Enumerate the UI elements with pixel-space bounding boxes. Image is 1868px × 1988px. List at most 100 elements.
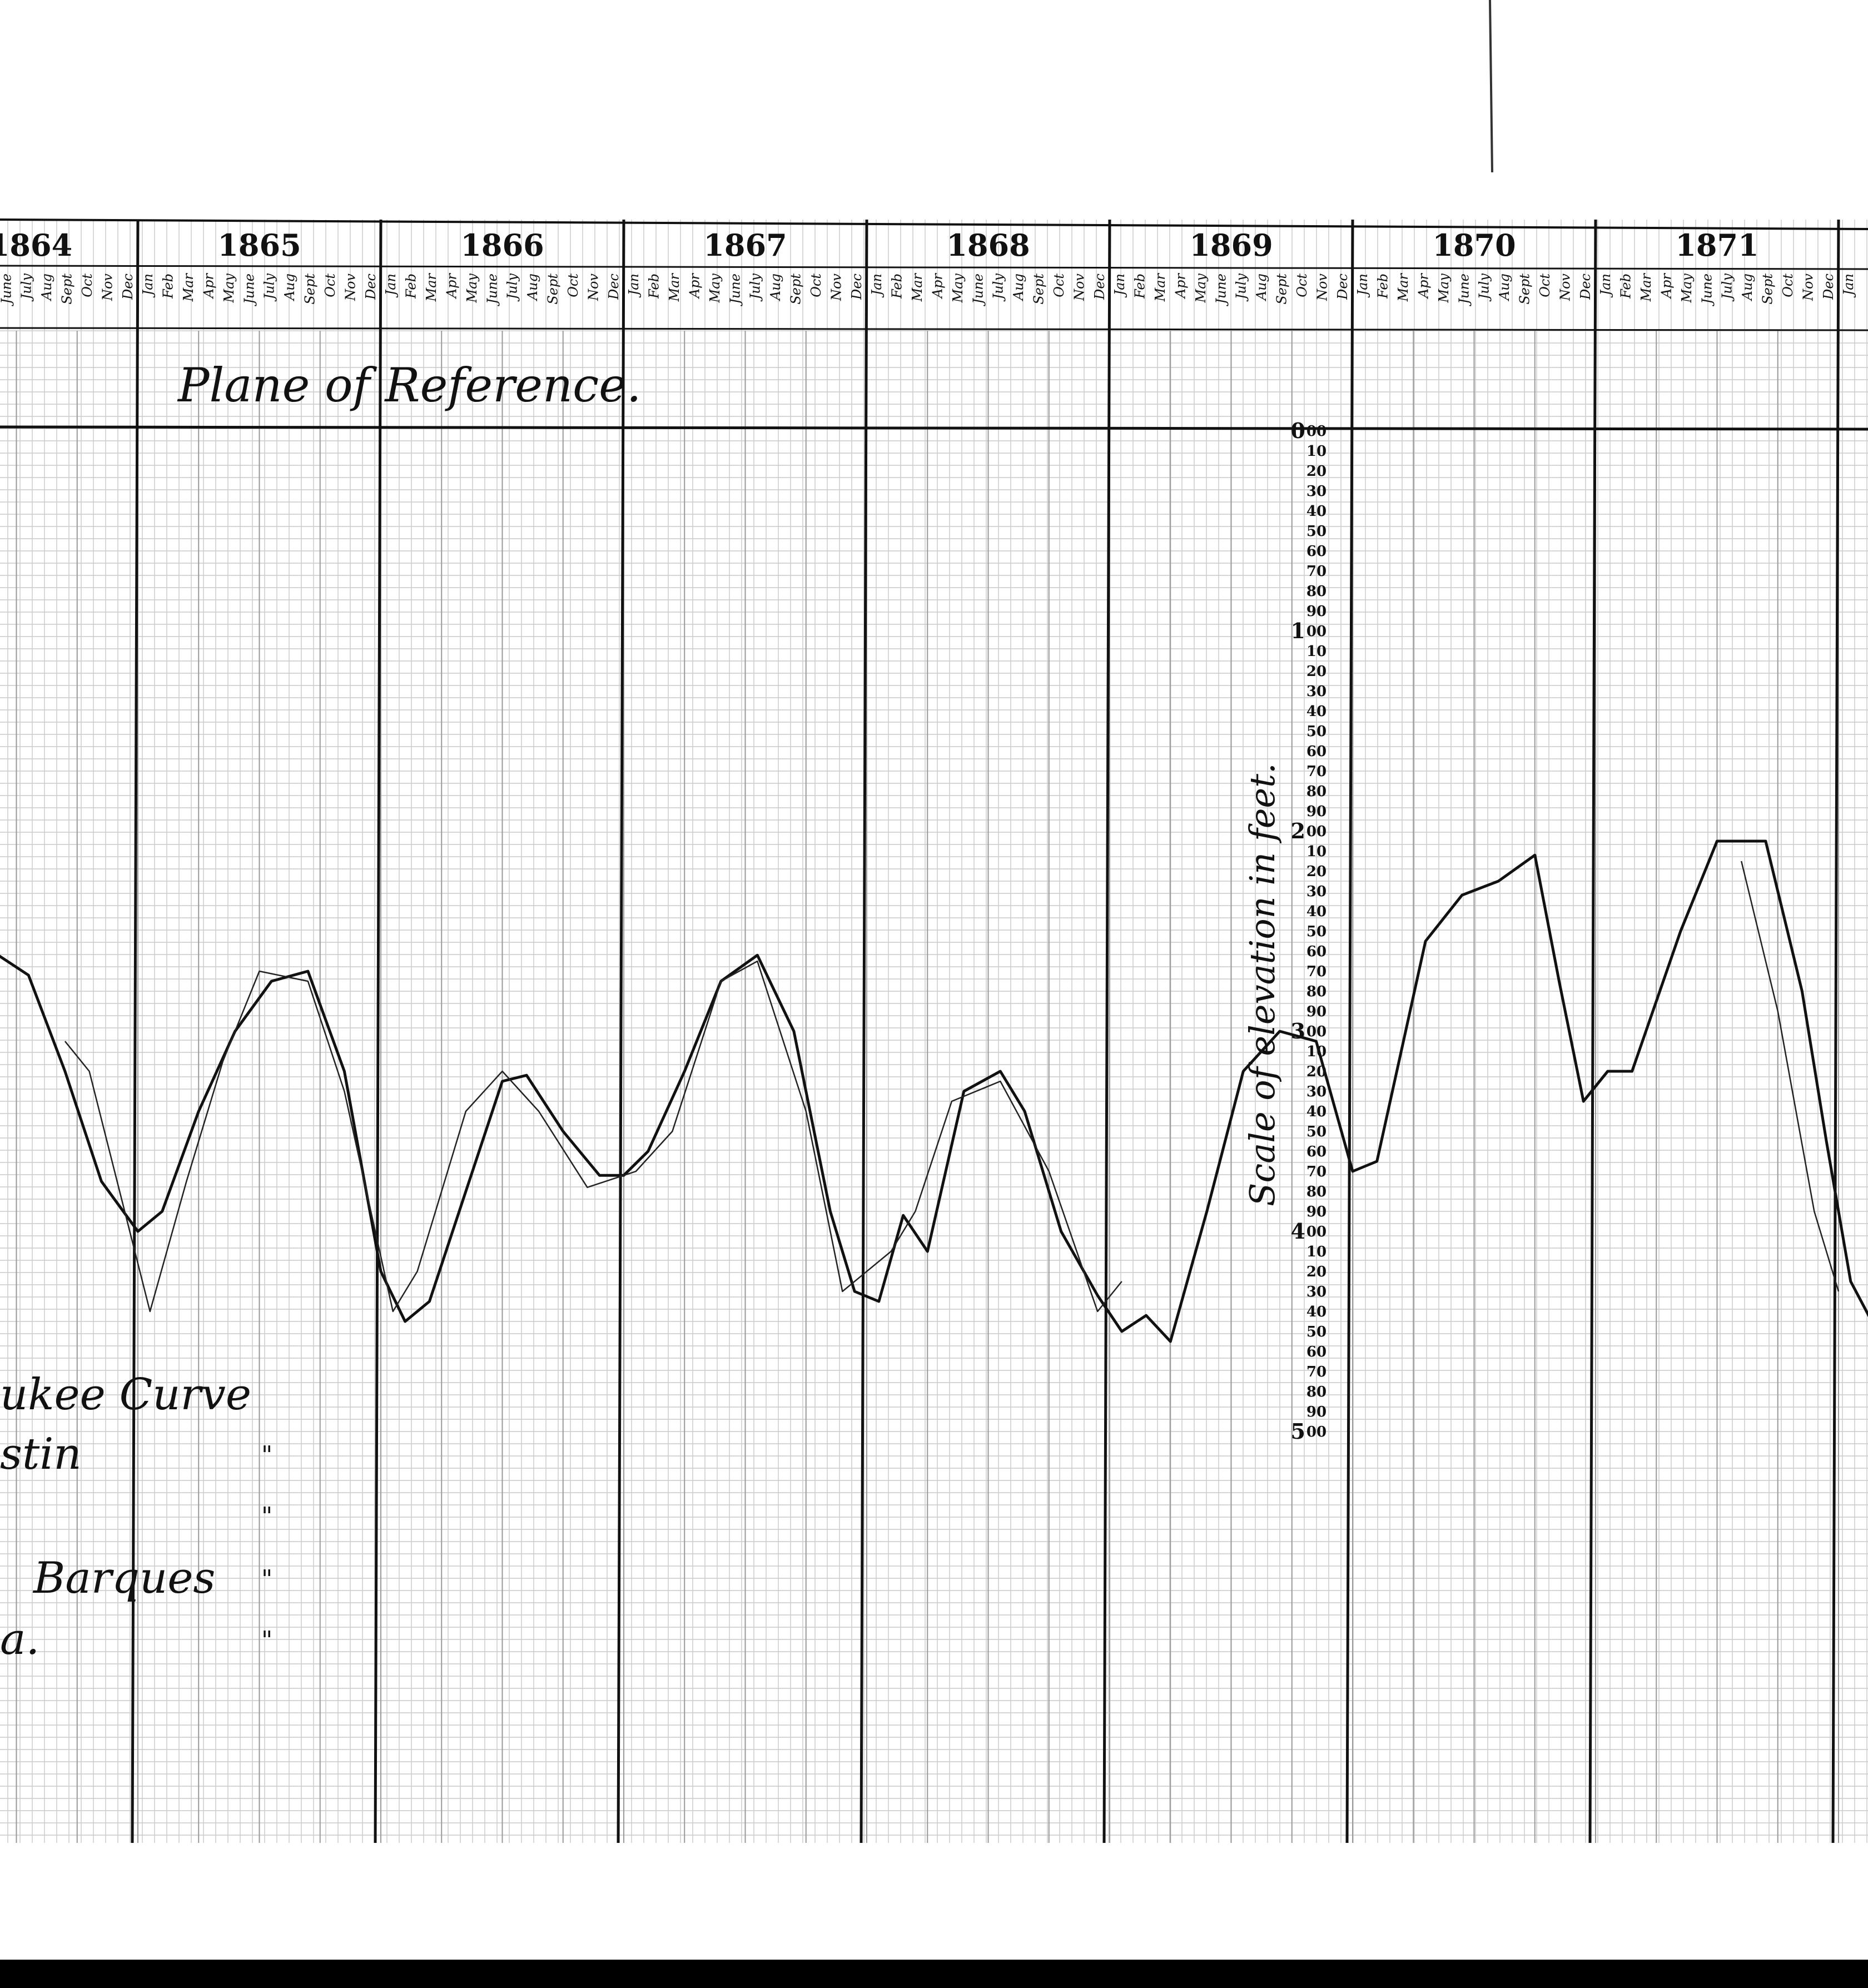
legend-entry: Barques [32,1553,215,1603]
scale-tick-label: 80 [1306,983,1327,1000]
scale-tick-label: 10 [1306,443,1327,460]
scale-tick-label: 60 [1306,743,1327,760]
month-label: Mar [181,272,196,302]
month-label: Jan [1112,274,1127,298]
month-label: Sept [1031,274,1047,305]
scale-tick-label: 00 [1306,623,1327,640]
scale-tick-label: 20 [1306,863,1327,880]
series-line-thin [1740,861,1840,1292]
plane-of-reference-line [0,425,1868,431]
month-label: Dec [849,274,865,300]
month-label: Dec [120,274,136,300]
scale-tick-label: 40 [1306,503,1327,520]
month-label: May [221,274,237,304]
year-label: 1869 [1189,227,1273,263]
month-label: Apr [687,272,702,299]
scale-tick-label: 00 [1306,1023,1327,1040]
month-label: July [1720,274,1735,302]
month-label: Jan [1841,274,1856,298]
scale-tick-label: 90 [1306,603,1327,620]
month-label: Oct [1294,274,1310,297]
scale-tick-label: 70 [1306,1364,1327,1380]
year-divider [860,219,868,1843]
month-label: Aug [525,274,540,301]
scale-hundreds-label: 5 [1291,1419,1305,1444]
chart-title: Plane of Reference. [177,358,642,412]
month-label: Oct [1537,274,1553,297]
month-label: June [727,274,743,307]
scale-tick-label: 10 [1306,843,1327,860]
month-label: Nov [828,274,844,301]
month-label: Jan [1355,274,1370,298]
month-label: Oct [565,274,581,297]
scale-tick-label: 10 [1306,643,1327,660]
month-label: Feb [404,274,419,299]
month-label: July [19,274,34,302]
month-label: Aug [768,274,783,301]
month-label: June [484,274,500,307]
scale-tick-label: 70 [1306,1164,1327,1180]
scale-tick-label: 40 [1306,903,1327,920]
scale-tick-label: 50 [1306,1124,1327,1140]
month-label: Apr [1415,272,1431,299]
scale-tick-label: 50 [1306,523,1327,540]
month-label: Dec [606,274,622,300]
series-line-thin [64,960,1122,1313]
y-axis-label: Scale of elevation in feet. [1242,763,1283,1206]
month-label: Nov [342,274,358,301]
month-label: June [0,274,14,307]
month-label: Dec [1335,274,1350,300]
month-label: Nov [1314,274,1330,301]
year-label: 1865 [217,227,301,263]
series-line-bold [0,839,1868,1343]
month-label: Feb [161,274,176,299]
month-label: Nov [1557,274,1573,301]
month-label: Mar [1395,272,1411,302]
month-label: Feb [1132,274,1148,299]
month-label: July [1234,274,1249,302]
month-label: Apr [444,272,459,299]
year-divider [131,219,140,1843]
month-label: May [1679,274,1695,304]
month-label: Dec [363,274,379,300]
scale-tick-label: 60 [1306,1344,1327,1360]
month-label: June [1699,274,1715,307]
year-divider [1588,219,1597,1843]
month-label: Jan [140,274,156,298]
month-label: Jan [383,274,399,298]
scale-tick-label: 40 [1306,1304,1327,1320]
scale-tick-label: 90 [1306,1404,1327,1420]
month-label: Mar [424,272,439,302]
scale-tick-label: 80 [1306,1384,1327,1400]
scale-tick-label: 90 [1306,1204,1327,1220]
scale-tick-label: 00 [1306,423,1327,440]
legend-ditto-mark: " [261,1502,272,1530]
month-label: Apr [930,272,945,299]
scale-tick-label: 20 [1306,463,1327,480]
scale-hundreds-label: 0 [1291,418,1305,443]
month-label: July [505,274,520,302]
month-label: Feb [647,274,662,299]
month-label: July [1477,274,1492,302]
month-label: Jan [1598,274,1613,298]
year-divider [1345,219,1354,1843]
year-label: 1864 [0,227,72,263]
legend: ukee Curve stin " " Barques " a. " [0,1370,272,1664]
year-divider [1831,219,1840,1843]
month-label: Jan [869,274,885,298]
month-label: July [991,274,1006,302]
scale-tick-label: 80 [1306,783,1327,800]
scale-tick-label: 30 [1306,883,1327,900]
legend-ditto-mark: " [261,1565,272,1593]
year-month-header: 1864 1865 1866 1867 1868 1869 1870 1871 June July… [0,227,1856,307]
month-label: Apr [1173,272,1188,299]
scale-tick-label: 20 [1306,663,1327,680]
month-label: Nov [1071,274,1087,301]
scale-tick-label: 10 [1306,1244,1327,1260]
month-label: Feb [1618,274,1634,299]
scale-tick-label: 40 [1306,703,1327,720]
scale-hundreds-label: 3 [1291,1018,1305,1043]
month-label: Jan [626,274,642,298]
month-label: July [262,274,277,302]
